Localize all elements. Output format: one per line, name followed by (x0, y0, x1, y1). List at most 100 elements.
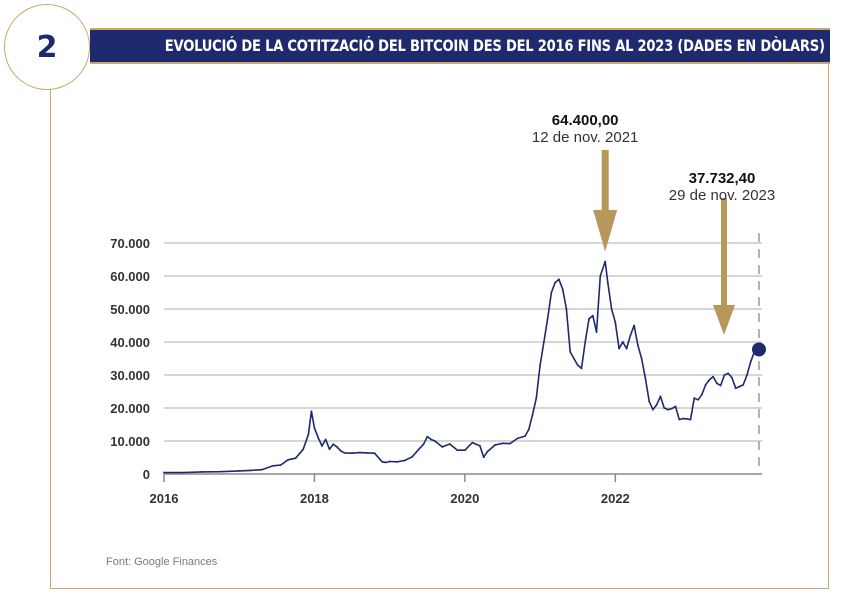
data-point (486, 450, 489, 453)
y-tick-label: 20.000 (110, 401, 150, 416)
data-point (584, 341, 587, 343)
axis-layer: 0 10.000 20.000 30.000 40.000 50.000 60.000 70.… (110, 236, 762, 506)
data-point (471, 441, 474, 444)
data-point (448, 443, 451, 445)
data-point (674, 405, 677, 408)
data-point (539, 364, 542, 366)
y-tick-label: 60.000 (110, 269, 150, 284)
data-point (640, 357, 643, 360)
data-point (524, 435, 526, 437)
data-point (441, 446, 444, 448)
data-point (535, 397, 538, 399)
data-point (272, 464, 274, 467)
y-tick-label: 70.000 (110, 236, 150, 251)
y-tick-label: 30.000 (110, 368, 150, 383)
data-point (249, 469, 252, 472)
data-point (479, 445, 481, 447)
data-point (527, 428, 530, 431)
figure-number-badge: 2 (4, 4, 90, 90)
data-point (307, 433, 310, 436)
data-point (742, 384, 745, 386)
data-point (659, 395, 662, 398)
data-point (463, 449, 466, 452)
figure-frame (50, 52, 829, 589)
data-point (693, 397, 696, 399)
data-point (648, 400, 651, 403)
data-point (531, 413, 534, 416)
data-point (542, 341, 545, 343)
data-point (554, 281, 557, 284)
x-tick-label: 2016 (150, 491, 179, 506)
data-point (321, 445, 323, 447)
data-point (509, 442, 511, 445)
x-tick-label: 2020 (450, 491, 479, 506)
data-point (604, 260, 607, 263)
data-point (618, 347, 620, 350)
data-point (573, 357, 575, 360)
data-point (644, 377, 647, 380)
data-point (723, 374, 726, 376)
y-tick-label: 0 (143, 467, 150, 482)
data-point (704, 384, 707, 386)
data-point (324, 438, 327, 441)
peak-arrow-shaft (601, 150, 609, 212)
y-tick-label: 50.000 (110, 302, 150, 317)
data-point (719, 384, 722, 387)
data-point (652, 408, 654, 411)
data-point (708, 379, 711, 381)
data-point (366, 451, 368, 454)
data-point (181, 471, 184, 474)
data-point (494, 444, 496, 446)
peak-value-label: 64.400,00 (552, 112, 619, 129)
data-point (682, 417, 684, 420)
data-point (678, 418, 681, 421)
data-point (629, 334, 632, 337)
data-point (396, 460, 399, 463)
data-point (426, 435, 429, 438)
data-point (633, 324, 636, 327)
bitcoin-price-line (164, 260, 756, 474)
data-point (336, 446, 338, 448)
peak-date-label: 12 de nov. 2021 (532, 129, 638, 146)
peak-arrow-head (593, 210, 618, 252)
data-point (260, 468, 263, 471)
data-point (614, 321, 617, 324)
data-point (516, 437, 519, 440)
data-point (343, 451, 346, 454)
data-point (606, 281, 609, 284)
data-point (712, 375, 715, 378)
data-point (358, 451, 361, 454)
data-point (279, 464, 282, 466)
data-point (200, 470, 203, 473)
data-point (317, 436, 320, 439)
data-point (287, 458, 290, 461)
data-point (625, 347, 628, 350)
data-point (302, 448, 305, 451)
latest-value-dot (751, 342, 766, 357)
data-point (685, 417, 688, 420)
chart-title: EVOLUCIÓ DE LA COTITZACIÓ DEL BITCOIN DE… (164, 36, 825, 55)
data-point (670, 407, 673, 410)
data-point (565, 308, 568, 310)
data-point (388, 460, 391, 463)
y-tick-label: 40.000 (110, 335, 150, 350)
data-point (403, 459, 406, 462)
data-point (381, 460, 384, 463)
title-bar (90, 28, 830, 64)
latest-arrow-shaft (721, 198, 727, 308)
data-point (621, 341, 624, 343)
data-point (550, 291, 553, 294)
data-point (569, 351, 572, 353)
data-point (373, 452, 376, 455)
data-point (411, 455, 414, 458)
data-point (561, 288, 564, 291)
data-point (731, 376, 733, 379)
data-point (558, 278, 560, 281)
data-point (588, 318, 590, 320)
data-point (576, 364, 579, 366)
data-point (697, 398, 699, 401)
data-point (501, 442, 504, 445)
data-point (595, 331, 598, 333)
grid-layer (164, 242, 762, 442)
